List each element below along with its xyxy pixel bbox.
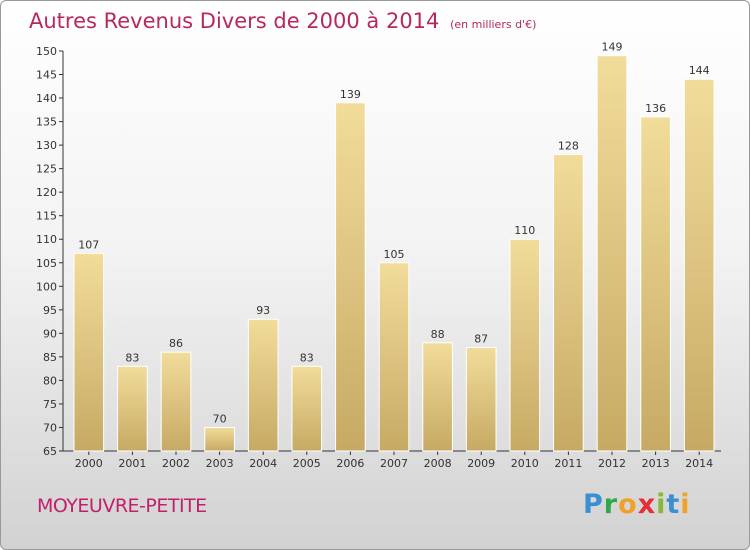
x-tick-label: 2011 [554, 457, 582, 470]
x-tick-label: 2007 [380, 457, 408, 470]
data-label: 83 [300, 351, 314, 364]
bar [378, 262, 410, 452]
bar [640, 116, 671, 452]
bar [335, 102, 366, 452]
y-tick-label: 135 [36, 116, 57, 129]
data-label: 93 [256, 304, 270, 317]
bar [596, 55, 628, 452]
x-tick-label: 2002 [162, 457, 190, 470]
commune-name: MOYEUVRE-PETITE [37, 495, 207, 517]
bar [683, 78, 715, 452]
x-tick-label: 2012 [598, 457, 626, 470]
y-tick-label: 130 [36, 139, 57, 152]
data-label: 144 [689, 64, 710, 77]
y-tick-label: 90 [43, 327, 57, 340]
x-tick-label: 2014 [685, 457, 713, 470]
data-label: 139 [340, 88, 361, 101]
bar [117, 365, 148, 452]
y-tick-label: 75 [43, 398, 57, 411]
y-tick-label: 120 [36, 186, 57, 199]
y-tick-label: 140 [36, 92, 57, 105]
data-label: 149 [602, 41, 623, 54]
bar [422, 342, 453, 452]
data-label: 70 [213, 412, 227, 425]
data-label: 136 [645, 102, 666, 115]
y-tick-label: 95 [43, 304, 57, 317]
bar [204, 426, 235, 452]
data-label: 87 [474, 332, 488, 345]
y-tick-label: 145 [36, 69, 57, 82]
y-tick-label: 70 [43, 421, 57, 434]
x-tick-label: 2004 [249, 457, 277, 470]
bar [465, 346, 497, 452]
data-label: 88 [431, 328, 445, 341]
x-tick-label: 2009 [467, 457, 495, 470]
y-tick-label: 110 [36, 233, 57, 246]
x-tick-label: 2008 [424, 457, 452, 470]
data-label: 107 [78, 238, 99, 251]
bar [509, 238, 541, 452]
data-label: 110 [514, 224, 535, 237]
data-label: 86 [169, 337, 183, 350]
y-tick-label: 65 [43, 445, 57, 458]
chart-title: Autres Revenus Divers de 2000 à 2014 (en… [29, 9, 536, 33]
y-tick-label: 115 [36, 210, 57, 223]
y-tick-label: 150 [36, 45, 57, 58]
x-tick-label: 2006 [336, 457, 364, 470]
data-label: 83 [125, 351, 139, 364]
x-tick-label: 2003 [206, 457, 234, 470]
x-tick-label: 2013 [642, 457, 670, 470]
x-tick-label: 2000 [75, 457, 103, 470]
bar [247, 318, 279, 452]
proxiti-logo: Proxiti [583, 489, 691, 520]
bar [291, 365, 323, 452]
bar [553, 154, 584, 452]
y-tick-label: 100 [36, 280, 57, 293]
y-tick-label: 125 [36, 163, 57, 176]
title-text: Autres Revenus Divers de 2000 à 2014 [29, 9, 440, 33]
data-label: 128 [558, 140, 579, 153]
unit-text: (en milliers d'€) [450, 18, 537, 31]
bar [73, 252, 105, 452]
y-tick-label: 105 [36, 257, 57, 270]
bar [160, 351, 192, 452]
x-tick-label: 2001 [118, 457, 146, 470]
y-tick-label: 85 [43, 351, 57, 364]
y-tick-label: 80 [43, 374, 57, 387]
x-tick-label: 2010 [511, 457, 539, 470]
x-tick-label: 2005 [293, 457, 321, 470]
data-label: 105 [384, 248, 405, 261]
